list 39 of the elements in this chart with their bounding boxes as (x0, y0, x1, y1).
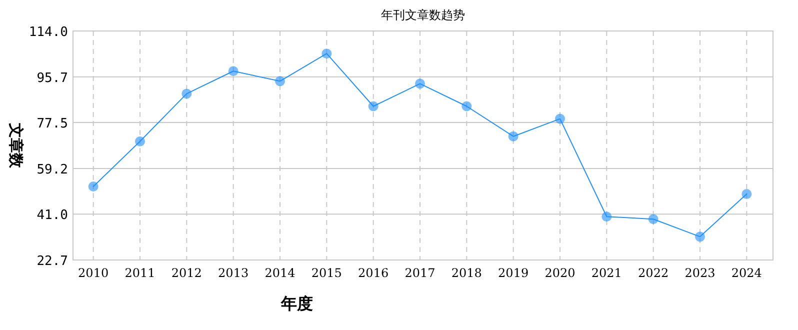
x-tick-label: 2012 (171, 266, 202, 280)
point (508, 131, 518, 142)
point (555, 114, 565, 124)
x-tick-label: 2014 (264, 266, 296, 280)
point (648, 214, 658, 224)
y-tick-label: 95.7 (36, 70, 68, 86)
y-tick-label: 59.2 (36, 162, 68, 178)
x-tick-label: 2021 (591, 266, 622, 280)
point (275, 76, 285, 86)
x-tick-label: 2018 (451, 266, 482, 280)
point (695, 232, 705, 242)
y-axis-title: 文章数 (7, 122, 25, 169)
y-tick-label: 41.0 (36, 208, 68, 224)
x-axis-title: 年度 (280, 294, 313, 313)
x-tick-label: 2022 (638, 266, 669, 280)
x-tick-label: 2024 (731, 266, 762, 280)
x-tick-label: 2020 (544, 266, 576, 280)
x-tick-label: 2010 (78, 266, 109, 280)
point (368, 101, 378, 112)
x-tick-label: 2016 (358, 266, 389, 280)
x-tick-label: 2013 (218, 266, 249, 280)
point (88, 182, 98, 192)
point (322, 48, 332, 59)
x-tick-label: 2011 (124, 266, 156, 280)
x-tick-label: 2017 (404, 266, 436, 280)
x-tick-label: 2019 (498, 266, 529, 280)
x-tick-label: 2015 (311, 266, 342, 280)
point (462, 101, 472, 112)
point (135, 136, 145, 146)
y-tick-label: 22.7 (36, 254, 68, 269)
x-tick-label: 2023 (684, 266, 716, 280)
point (182, 88, 192, 99)
point (228, 66, 238, 76)
y-tick-label: 114.0 (28, 25, 68, 40)
point (742, 189, 752, 200)
y-tick-label: 77.5 (36, 116, 68, 132)
chart-title: 年刊文章数趋势 (381, 8, 465, 22)
point (602, 212, 612, 222)
point (415, 78, 425, 89)
